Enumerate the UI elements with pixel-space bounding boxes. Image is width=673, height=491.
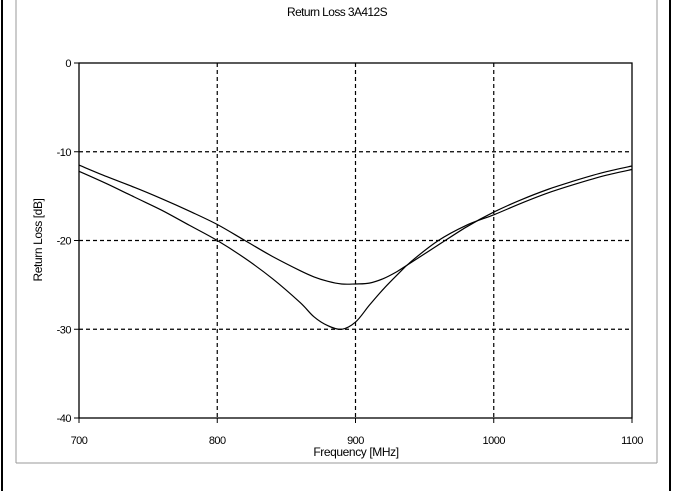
x-tick-label: 800 — [209, 435, 226, 447]
x-tick-label: 1000 — [483, 435, 506, 447]
y-tick-labels: 0 -10 -20 -30 -40 — [57, 58, 72, 425]
data-series — [78, 164, 633, 330]
y-axis-title: Return Loss [dB] — [31, 198, 45, 281]
axis-ticks — [74, 62, 633, 423]
x-tick-label: 1100 — [621, 435, 643, 447]
x-tick-labels: 700 800 900 1000 1100 — [71, 435, 644, 447]
y-tick-label: -30 — [57, 324, 72, 336]
x-tick-label: 900 — [347, 435, 364, 447]
series-line-2 — [78, 168, 633, 330]
y-tick-label: -10 — [57, 147, 72, 159]
series-line-1 — [78, 164, 633, 285]
x-axis-title: Frequency [MHz] — [313, 445, 398, 459]
y-tick-label: -40 — [57, 413, 72, 425]
x-tick-label: 700 — [71, 435, 88, 447]
grid-lines — [79, 63, 632, 418]
y-tick-label: 0 — [65, 58, 71, 70]
chart-title: Return Loss 3A412S — [287, 5, 388, 19]
y-tick-label: -20 — [57, 236, 72, 248]
